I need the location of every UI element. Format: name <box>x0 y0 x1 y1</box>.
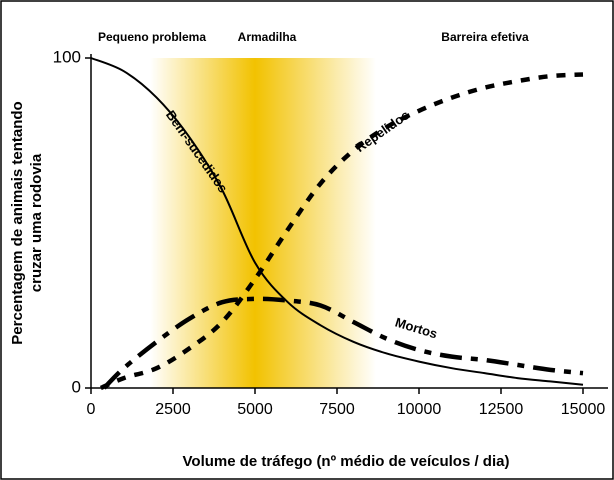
x-tick-label: 10000 <box>397 401 442 418</box>
y-axis-label-line: Percentagem de animais tentando <box>9 101 26 344</box>
zone-label: Armadilha <box>238 30 297 44</box>
y-axis-label: Percentagem de animais tentando cruzar u… <box>9 101 45 344</box>
y-axis-label-line: cruzar uma rodovia <box>28 153 45 292</box>
x-tick-label: 12500 <box>479 401 524 418</box>
x-tick-label: 15000 <box>561 401 606 418</box>
series-line <box>102 296 584 390</box>
x-tick-label: 0 <box>87 401 96 418</box>
y-tick-label: 100 <box>53 47 81 66</box>
y-tick-label: 0 <box>72 377 81 396</box>
x-tick-label: 2500 <box>155 401 191 418</box>
series-label: Mortos <box>393 314 439 341</box>
zone-label: Pequeno problema <box>98 30 206 44</box>
zone-label: Barreira efetiva <box>441 30 529 44</box>
x-tick-label: 7500 <box>319 401 355 418</box>
x-tick-label: 5000 <box>237 401 273 418</box>
x-axis-label: Volume de tráfego (nº médio de veículos … <box>183 453 510 470</box>
series-line <box>90 57 584 386</box>
highlight-band <box>150 58 377 388</box>
series-line <box>99 72 584 391</box>
